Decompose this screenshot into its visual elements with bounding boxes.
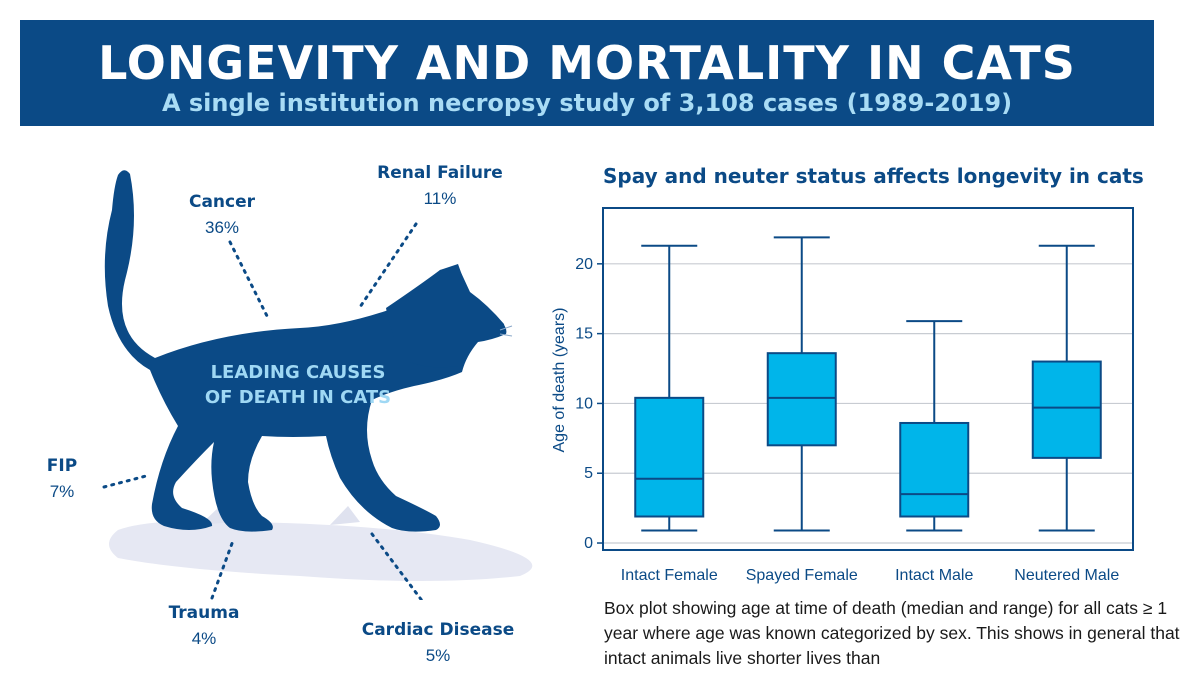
y-tick-label: 0 <box>584 535 593 552</box>
cancer-leader-line <box>228 240 270 320</box>
cat-shadow-leg <box>330 506 360 525</box>
cause-label: Renal Failure <box>377 163 503 183</box>
chart-title: Spay and neuter status affects longevity… <box>603 164 1144 188</box>
box-iqr <box>766 352 837 447</box>
box-plot-chart: 0 5 10 15 20 Intact Female Spayed Female Intact… <box>551 207 1134 584</box>
box-intact-female <box>634 244 705 532</box>
chart-description: Box plot showing age at time of death (m… <box>604 598 1180 668</box>
box-iqr <box>1031 360 1102 459</box>
cat-head <box>386 266 505 368</box>
cause-percent: 11% <box>423 189 457 208</box>
cause-fip: FIP 7% <box>30 456 94 502</box>
fip-leader-line <box>102 474 148 489</box>
y-tick-label: 15 <box>575 326 593 343</box>
cause-cardiac-disease: Cardiac Disease 5% <box>346 620 530 666</box>
cat-shadow <box>109 521 533 581</box>
header-banner: LONGEVITY AND MORTALITY IN CATS A single… <box>20 20 1154 126</box>
x-tick-label: Neutered Male <box>1014 567 1119 584</box>
y-tick-label: 5 <box>584 465 593 482</box>
cause-cancer: Cancer 36% <box>164 192 280 238</box>
box-iqr <box>634 396 705 518</box>
cause-percent: 5% <box>425 646 451 665</box>
page-title: LONGEVITY AND MORTALITY IN CATS <box>98 36 1076 90</box>
cause-trauma: Trauma 4% <box>150 603 258 649</box>
renal-leader-line <box>356 222 418 312</box>
x-tick-label: Intact Female <box>621 567 718 584</box>
cause-percent: 36% <box>204 218 240 237</box>
cause-percent: 7% <box>49 482 75 501</box>
box-spayed-female <box>766 236 837 532</box>
plot-frame <box>602 207 1134 551</box>
box-iqr <box>899 421 970 518</box>
cardiac-leader-line <box>370 532 424 600</box>
y-tick-label: 20 <box>575 256 593 273</box>
page-subtitle: A single institution necropsy study of 3… <box>161 89 1013 117</box>
cause-renal-failure: Renal Failure 11% <box>360 163 520 209</box>
box-intact-male <box>899 320 970 532</box>
caption-line-1: LEADING CAUSES <box>210 362 386 383</box>
y-axis-label: Age of death (years) <box>551 308 568 453</box>
cause-label: Cardiac Disease <box>361 620 515 640</box>
cause-label: FIP <box>46 456 78 476</box>
caption-line-2: OF DEATH IN CATS <box>204 387 392 408</box>
box-neutered-male <box>1031 244 1102 532</box>
cause-percent: 4% <box>191 629 217 648</box>
cause-label: Cancer <box>188 192 256 212</box>
trauma-leader-line <box>210 536 236 600</box>
x-tick-label: Intact Male <box>895 567 973 584</box>
cat-body <box>104 170 507 532</box>
cause-label: Trauma <box>168 603 240 623</box>
infographic-caption: LEADING CAUSES OF DEATH IN CATS <box>170 360 426 410</box>
y-tick-label: 10 <box>575 395 593 412</box>
x-tick-label: Spayed Female <box>746 567 858 584</box>
cat-silhouette-illustration <box>102 170 533 600</box>
